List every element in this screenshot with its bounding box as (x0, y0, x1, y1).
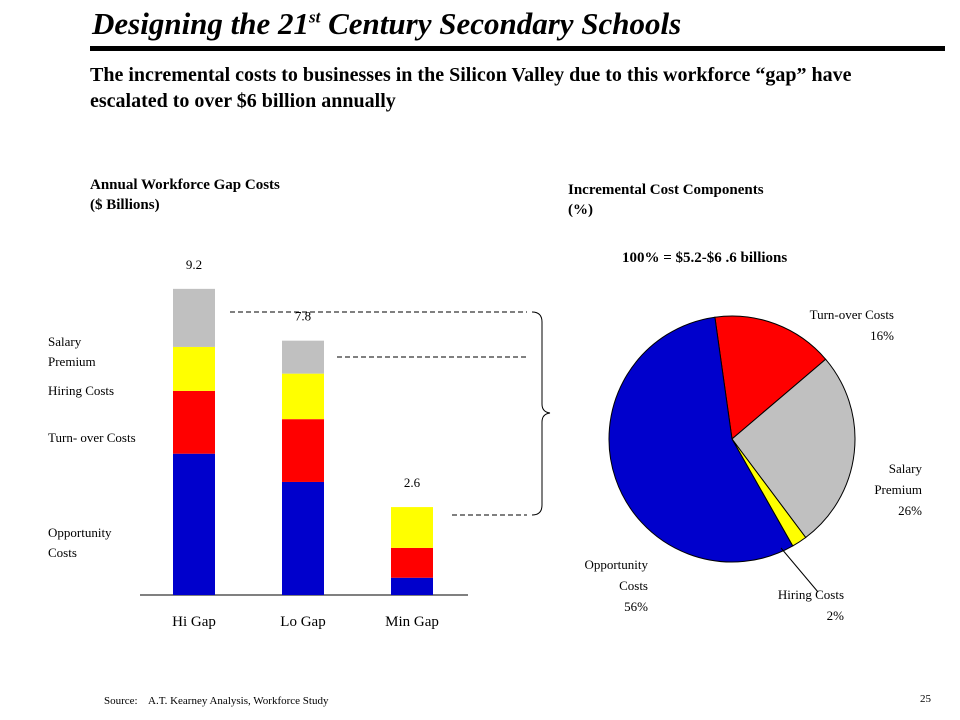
bar-hi-gap-salary-premium (173, 288, 215, 347)
source-note: Source: A.T. Kearney Analysis, Workforce… (104, 695, 329, 707)
bar-chart-unit: ($ Billions) (90, 197, 160, 213)
x-tick-lo-gap: Lo Gap (280, 614, 325, 630)
pie-label-turnover: Turn-over Costs 16% (809, 307, 894, 343)
chart-connectors (230, 311, 819, 593)
pie-slice-opportunity-costs (608, 316, 794, 563)
bar-lo-gap-turn-over-costs (282, 419, 324, 482)
pie-label-salary: Salary Premium 26% (874, 461, 922, 518)
bar-hi-gap-hiring-costs (173, 346, 215, 391)
x-tick-min-gap: Min Gap (385, 614, 439, 630)
page-number: 25 (920, 693, 931, 705)
pie-chart (608, 315, 856, 563)
bar-min-gap-hiring-costs (391, 507, 433, 548)
brace-icon (531, 311, 551, 516)
pie-chart-heading: Incremental Cost Components (%) (568, 180, 764, 220)
pie-label-opportunity: Opportunity Costs 56% (584, 557, 648, 614)
bar-lo-gap-salary-premium (282, 340, 324, 374)
bar-chart-heading: Annual Workforce Gap Costs ($ Billions) (90, 175, 280, 215)
bar-hi-gap-turn-over-costs (173, 390, 215, 454)
bar-total-min-gap: 2.6 (404, 475, 421, 490)
legend-salary-premium: Salary Premium (48, 334, 96, 369)
bar-total-lo-gap: 7.8 (295, 309, 311, 324)
pie-slice-salary-premium (731, 358, 856, 539)
bar-total-hi-gap: 9.2 (186, 257, 202, 272)
title-divider (90, 46, 945, 51)
bar-chart-title: Annual Workforce Gap Costs (90, 177, 280, 193)
page-subtitle: The incremental costs to businesses in t… (90, 64, 852, 112)
pie-chart-unit: (%) (568, 202, 593, 218)
bar-lo-gap-hiring-costs (282, 373, 324, 420)
bar-chart: 9.2 Hi Gap 7.8 Lo Gap 2.6 Min Gap (140, 257, 468, 630)
pie-label-hiring: Hiring Costs 2% (777, 587, 844, 623)
hiring-leader-line (780, 547, 819, 593)
legend-turnover-costs: Turn- over Costs (48, 430, 136, 445)
x-tick-hi-gap: Hi Gap (172, 614, 216, 630)
bar-min-gap-turn-over-costs (391, 547, 433, 578)
legend-opportunity-costs: Opportunity Costs (48, 525, 112, 560)
bar-min-gap-opportunity-costs (391, 577, 433, 595)
pie-slice-turn-over-costs (714, 315, 827, 440)
legend-hiring-costs: Hiring Costs (48, 383, 115, 398)
bar-hi-gap-opportunity-costs (173, 453, 215, 595)
page-title: Designing the 21st Century Secondary Sch… (92, 6, 682, 41)
pie-chart-title: Incremental Cost Components (568, 182, 764, 198)
pie-total-label: 100% = $5.2-$6 .6 billions (622, 250, 788, 266)
bar-lo-gap-opportunity-costs (282, 481, 324, 595)
